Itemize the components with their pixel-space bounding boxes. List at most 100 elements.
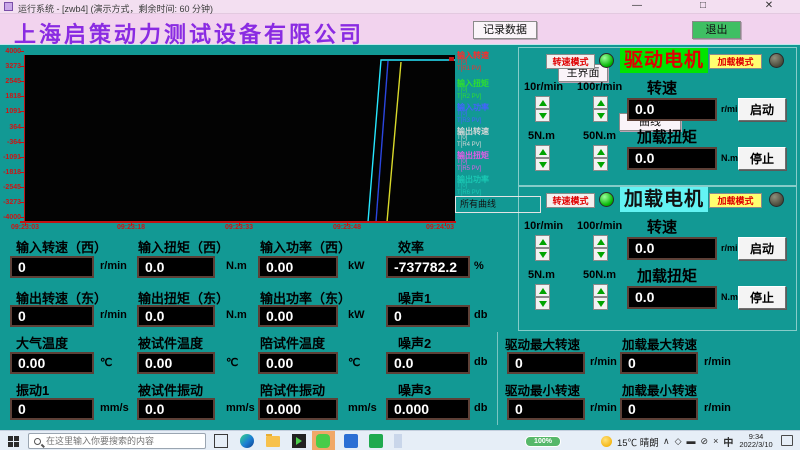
photos-app-icon[interactable]: [344, 434, 358, 448]
y-tick-label: 3273: [5, 63, 21, 71]
y-tick-label: -1818: [3, 168, 21, 176]
measurement-label: 输出功率（东）: [260, 291, 352, 306]
header-bar: 上海启策动力测试设备有限公司 记录数据 主界面 曲线 退出: [0, 14, 800, 131]
stop-button[interactable]: 停止: [738, 286, 786, 309]
measurement-display: 0.000: [258, 398, 338, 420]
spin-down-icon[interactable]: [596, 300, 605, 307]
speed-step-100-spinner[interactable]: [593, 235, 608, 261]
weather-text[interactable]: 15℃ 晴朗: [617, 438, 659, 449]
start-button-windows[interactable]: [0, 431, 26, 450]
spin-up-icon[interactable]: [596, 99, 605, 106]
file-explorer-icon[interactable]: [266, 434, 280, 447]
spin-up-icon[interactable]: [596, 287, 605, 294]
spin-up-icon[interactable]: [538, 148, 547, 155]
tray-icon[interactable]: ◇: [674, 435, 682, 446]
torque-step-5-spinner[interactable]: [535, 145, 550, 171]
start-button[interactable]: 启动: [738, 98, 786, 121]
spin-up-icon[interactable]: [538, 238, 547, 245]
tray-icon[interactable]: ×: [713, 436, 719, 446]
speed-unit: r/min: [721, 243, 744, 253]
load-mode-button[interactable]: 加载模式: [709, 54, 762, 69]
all-curves-button[interactable]: 所有曲线: [455, 196, 541, 213]
torque-unit: N.m: [721, 292, 739, 302]
legend-sub: T[0]: [457, 159, 468, 165]
spin-up-icon[interactable]: [596, 148, 605, 155]
load-mode-button[interactable]: 加载模式: [709, 193, 762, 208]
legend-entry[interactable]: 输入功率 T[0] T[R3 PV]: [457, 104, 541, 125]
taskbar-clock[interactable]: 9:34 2022/3/10: [736, 433, 776, 449]
system-tray: ∧ ◇ ▬ ⊘ × 中: [663, 431, 733, 450]
measurement-unit: db: [474, 402, 488, 414]
speed-step-10-label: 10r/min: [524, 81, 564, 93]
measurement-unit: ℃: [348, 357, 361, 369]
legend-entry[interactable]: 输入转速 T[0] T[R1 PV]: [457, 52, 541, 73]
x-tick-mark: [131, 222, 132, 226]
task-view-icon[interactable]: [214, 434, 228, 448]
speed-step-10-spinner[interactable]: [535, 96, 550, 122]
measurement-display: 0: [10, 398, 94, 420]
minmax-unit: r/min: [590, 402, 617, 414]
start-button[interactable]: 启动: [738, 237, 786, 260]
stop-button[interactable]: 停止: [738, 147, 786, 170]
y-tick-label: -2545: [3, 183, 21, 191]
clock-time: 9:34: [748, 432, 764, 441]
maximize-button[interactable]: □: [699, 0, 707, 11]
legend-entry[interactable]: 输入扭矩 T[0] T[R2 PV]: [457, 80, 541, 101]
tray-icon[interactable]: ⊘: [700, 435, 709, 446]
spin-down-icon[interactable]: [538, 300, 547, 307]
tray-icon[interactable]: ▬: [686, 436, 696, 446]
measurement-unit: mm/s: [100, 402, 129, 414]
speed-step-100-spinner[interactable]: [593, 96, 608, 122]
trend-chart-plot-area: [25, 55, 455, 223]
tray-icon[interactable]: ∧: [663, 435, 670, 446]
media-player-icon[interactable]: [292, 434, 306, 448]
legend-entry[interactable]: 输出转速 T[0] T[R4 PV]: [457, 128, 541, 149]
green-app-icon[interactable]: [369, 434, 383, 448]
spin-down-icon[interactable]: [596, 251, 605, 258]
legend-entry[interactable]: 输出功率 T[0] T[R6 PV]: [457, 176, 541, 197]
load-motor-panel: 转速模式 加载电机 加载模式 10r/min 100r/min 转速 0.0 r…: [518, 186, 797, 331]
spin-down-icon[interactable]: [596, 161, 605, 168]
notification-center-icon[interactable]: [781, 435, 793, 446]
measurement-label: 输出转速（东）: [16, 291, 108, 306]
measurement-label: 被试件振动: [138, 383, 204, 398]
spin-up-icon[interactable]: [538, 287, 547, 294]
search-input[interactable]: [46, 436, 196, 446]
torque-step-5-spinner[interactable]: [535, 284, 550, 310]
speed-step-10-spinner[interactable]: [535, 235, 550, 261]
close-button[interactable]: ✕: [764, 0, 774, 11]
x-tick-mark: [347, 222, 348, 226]
spin-down-icon[interactable]: [538, 112, 547, 119]
spin-down-icon[interactable]: [538, 161, 547, 168]
legend-entry[interactable]: 输出扭矩 T[0] T[R5 PV]: [457, 152, 541, 173]
spin-up-icon[interactable]: [538, 99, 547, 106]
torque-step-50-spinner[interactable]: [593, 284, 608, 310]
speed-mode-button[interactable]: 转速模式: [546, 54, 595, 69]
wechat-icon[interactable]: [316, 434, 330, 448]
spin-down-icon[interactable]: [596, 112, 605, 119]
torque-step-50-spinner[interactable]: [593, 145, 608, 171]
speed-unit: r/min: [721, 104, 744, 114]
record-data-button[interactable]: 记录数据: [473, 21, 537, 39]
window-titlebar: 运行系统 - [zwb4] (演示方式，剩余时间: 60 分钟) — □ ✕: [0, 0, 800, 14]
exit-button[interactable]: 退出: [692, 21, 741, 39]
edge-browser-icon[interactable]: [240, 434, 254, 448]
measurement-display: 0.0: [386, 352, 470, 374]
partial-app-icon[interactable]: [394, 434, 402, 448]
spin-down-icon[interactable]: [538, 251, 547, 258]
taskbar-search[interactable]: [28, 433, 206, 449]
y-axis-line: [24, 55, 25, 223]
measurement-label: 输入功率（西）: [260, 240, 352, 255]
minimize-button[interactable]: —: [632, 0, 642, 11]
weather-sun-icon[interactable]: [601, 436, 612, 447]
minmax-label: 加载最小转速: [622, 384, 698, 398]
measurement-display: 0.00: [137, 352, 215, 374]
minmax-display: 0: [507, 398, 585, 420]
minmax-unit: r/min: [704, 402, 731, 414]
y-tick-label: 1818: [5, 93, 21, 101]
speed-step-100-label: 100r/min: [577, 220, 623, 232]
ime-indicator[interactable]: 中: [723, 437, 734, 449]
speed-mode-button[interactable]: 转速模式: [546, 193, 595, 208]
spin-up-icon[interactable]: [596, 238, 605, 245]
